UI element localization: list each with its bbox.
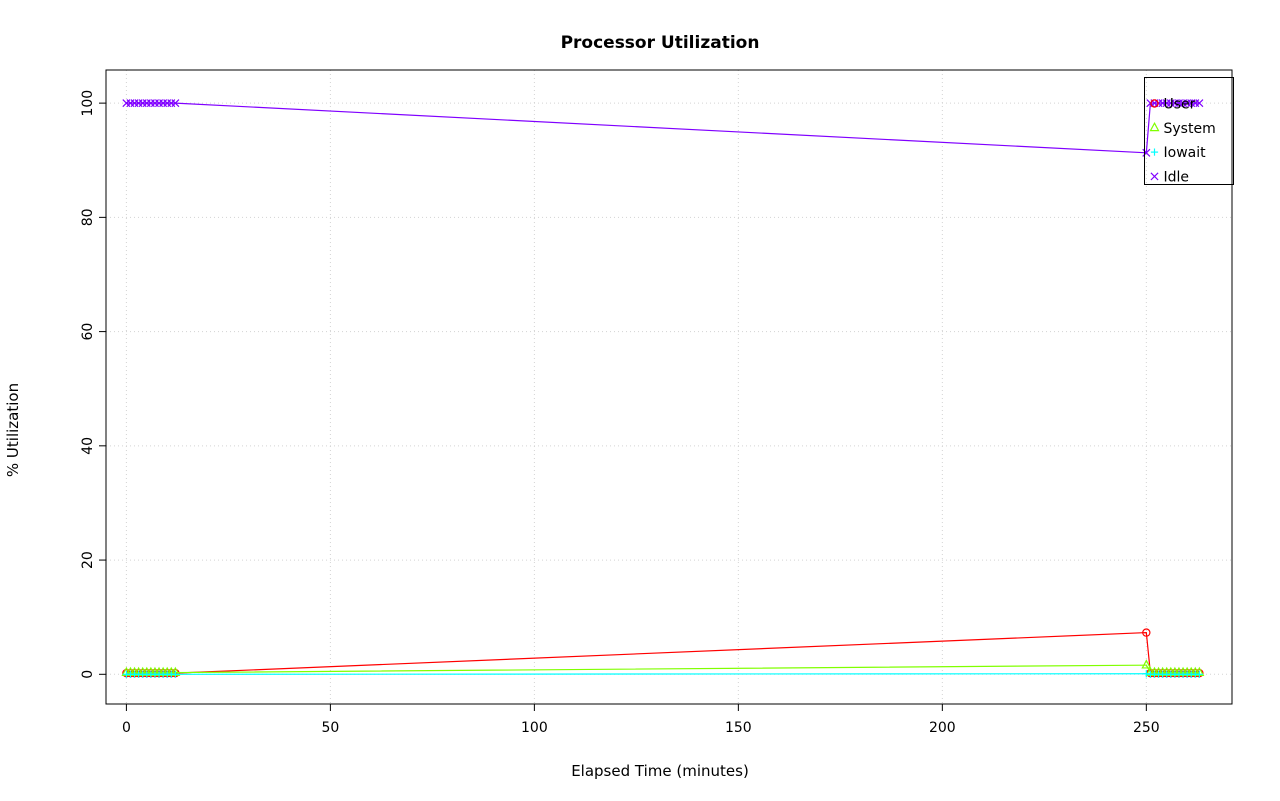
series-line-idle (126, 102, 1200, 154)
x-tick-label: 50 (321, 720, 339, 736)
x-tick-label: 150 (725, 720, 752, 736)
y-tick-label: 0 (80, 670, 96, 679)
series-idle (122, 99, 1204, 157)
y-tick-label: 100 (80, 90, 96, 117)
series-line-user (126, 631, 1200, 674)
chart-title: Processor Utilization (561, 33, 760, 53)
legend-label-idle: Idle (1164, 169, 1190, 185)
y-tick-label: 40 (80, 437, 96, 455)
legend-marker-user (1150, 99, 1159, 108)
y-tick-label: 20 (80, 551, 96, 569)
x-tick-label: 250 (1133, 720, 1160, 736)
legend: User System Iowait Idle (1144, 77, 1234, 185)
x-axis-label: Elapsed Time (minutes) (571, 762, 749, 780)
series-marker-idle (171, 99, 180, 108)
plot-border (105, 69, 1233, 705)
y-axis-label: % Utilization (4, 383, 22, 477)
series-marker-idle (1195, 99, 1204, 108)
series-marker-system (1141, 659, 1152, 669)
x-tick-label: 100 (521, 720, 548, 736)
y-tick-label: 80 (80, 208, 96, 226)
legend-marker-idle (1150, 172, 1159, 181)
legend-label-iowait: Iowait (1164, 145, 1207, 161)
series-user (122, 628, 1204, 678)
x-tick-label: 200 (929, 720, 956, 736)
series-marker-idle (1142, 148, 1151, 157)
series-iowait (122, 670, 1203, 678)
series-line-iowait (126, 673, 1200, 675)
legend-box (1144, 77, 1234, 185)
series-system (121, 659, 1205, 676)
y-tick-label: 60 (80, 323, 96, 341)
x-tick-label: 0 (122, 720, 131, 736)
plot-area: 0 50 100 150 200 250 0 20 40 60 80 100 User System Iow… (80, 69, 1234, 736)
legend-label-system: System (1164, 121, 1216, 137)
series-marker-user (1142, 628, 1151, 637)
legend-marker-system (1149, 121, 1160, 132)
legend-label-user: User (1164, 97, 1196, 113)
